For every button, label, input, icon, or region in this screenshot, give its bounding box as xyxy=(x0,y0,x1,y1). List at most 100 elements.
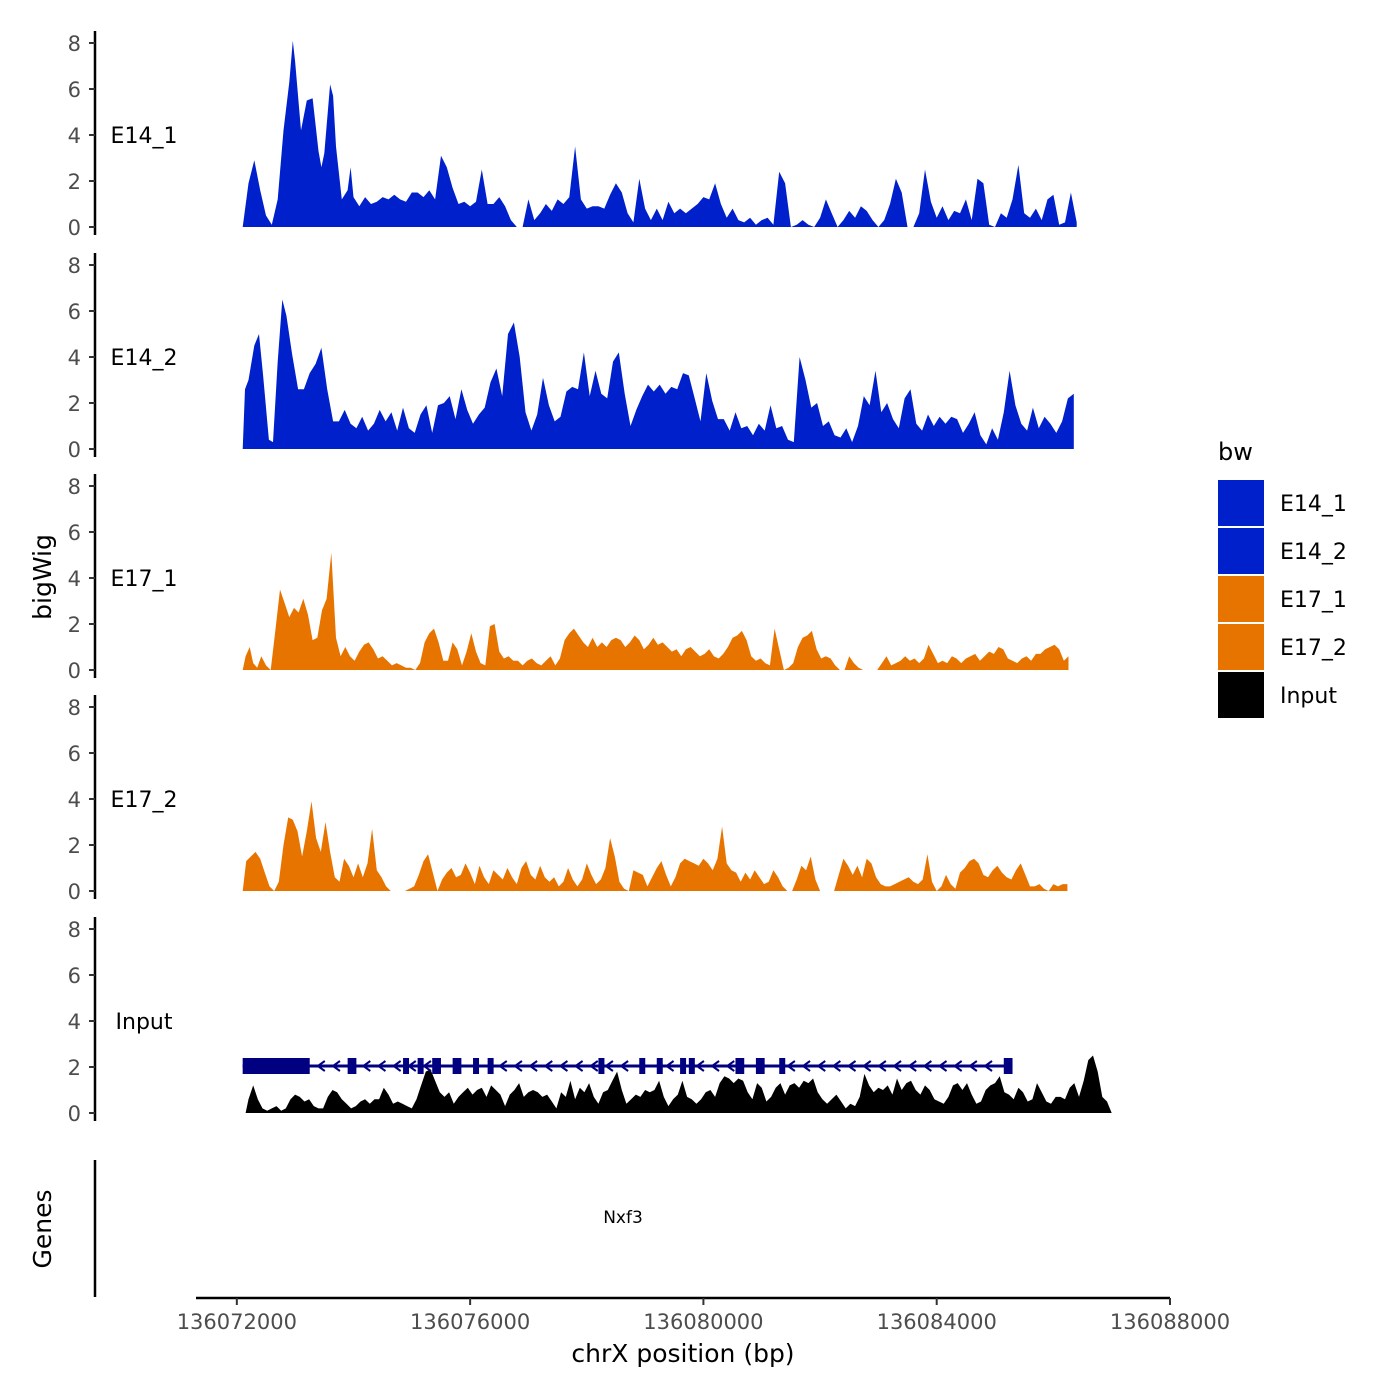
strand-arrow xyxy=(528,1060,538,1072)
strand-arrow xyxy=(725,1060,735,1072)
strand-arrow xyxy=(573,1060,584,1072)
strand-arrow xyxy=(391,1060,402,1072)
x-tick-label: 136088000 xyxy=(1110,1310,1230,1334)
legend-label-Input: Input xyxy=(1280,684,1337,709)
y-tick-label: 6 xyxy=(68,964,81,988)
y-tick-label: 0 xyxy=(68,1102,81,1126)
area-E17_1 xyxy=(242,552,1069,670)
x-axis: 136072000 136076000 136080000 136084000 1360… xyxy=(177,1296,1230,1334)
gene-exon xyxy=(347,1058,357,1074)
strand-arrow xyxy=(513,1060,523,1072)
y-tick-label: 0 xyxy=(68,880,81,904)
y-tick-label: 2 xyxy=(68,834,81,858)
track-E17_2: 0 2 4 6 8 E17_2 xyxy=(68,695,1068,904)
gene-exon xyxy=(242,1058,310,1074)
y-tick-label: 6 xyxy=(68,742,81,766)
y-tick-label: 0 xyxy=(68,659,81,683)
gene-exon xyxy=(735,1058,745,1074)
x-tick-label: 136072000 xyxy=(177,1310,297,1334)
strand-arrow xyxy=(589,1060,599,1072)
gene-exon xyxy=(639,1058,646,1074)
strand-arrow xyxy=(831,1060,841,1072)
gene-exon xyxy=(403,1058,410,1074)
strand-arrow xyxy=(968,1060,978,1072)
track-E17_1: 0 2 4 6 8 E17_1 xyxy=(68,474,1069,683)
track-panels: 0 2 4 6 8 E14_1 0 2 4 6 8 E14_2 0 2 4 6 8 E17_1 0 2 4 6 8 E17_2… xyxy=(68,31,1112,1126)
strand-arrow xyxy=(710,1060,720,1072)
track-label: E14_2 xyxy=(111,346,178,371)
strand-arrow xyxy=(316,1060,326,1072)
y-tick-label: 8 xyxy=(68,32,81,56)
track-label: Input xyxy=(116,1010,173,1035)
gene-exon xyxy=(688,1058,695,1074)
strand-arrow xyxy=(604,1060,614,1072)
legend: bw E14_1 E14_2 E17_1 E17_2 Input xyxy=(1218,438,1347,718)
x-tick-label: 136084000 xyxy=(877,1310,997,1334)
strand-arrow xyxy=(937,1060,948,1072)
strand-arrow xyxy=(816,1060,826,1072)
legend-key-Input xyxy=(1218,672,1264,718)
legend-key-E17_1 xyxy=(1218,576,1264,622)
strand-arrow xyxy=(619,1060,629,1072)
x-tick-label: 136080000 xyxy=(643,1310,763,1334)
y-tick-label: 6 xyxy=(68,300,81,324)
gene-exon xyxy=(656,1058,663,1074)
track-label: E17_2 xyxy=(111,788,178,813)
y-tick-label: 0 xyxy=(68,216,81,240)
track-E14_1: 0 2 4 6 8 E14_1 xyxy=(68,31,1077,240)
strand-arrow xyxy=(543,1060,553,1072)
strand-arrow xyxy=(907,1060,917,1072)
gene-exon xyxy=(487,1058,494,1074)
gene-exon xyxy=(680,1058,687,1074)
y-tick-label: 4 xyxy=(68,788,81,812)
track-Input: 0 2 4 6 8 Input xyxy=(68,917,1112,1126)
y-tick-label: 6 xyxy=(68,521,81,545)
gene-name-label: Nxf3 xyxy=(603,1208,643,1228)
gene-exon xyxy=(755,1058,765,1074)
y-tick-label: 8 xyxy=(68,475,81,499)
genes-panel: Nxf3 xyxy=(93,1058,1013,1297)
y-tick-label: 8 xyxy=(68,918,81,942)
y-tick-label: 4 xyxy=(68,1010,81,1034)
x-tick-label: 136076000 xyxy=(410,1310,530,1334)
strand-arrow xyxy=(983,1060,993,1072)
legend-label-E14_1: E14_1 xyxy=(1280,492,1347,517)
strand-arrow xyxy=(892,1060,902,1072)
y-tick-label: 2 xyxy=(68,170,81,194)
strand-arrow xyxy=(558,1060,569,1072)
y-axis-title: bigWig xyxy=(28,534,57,620)
legend-key-E17_2 xyxy=(1218,624,1264,670)
strand-arrow xyxy=(695,1060,705,1072)
y-tick-label: 8 xyxy=(68,696,81,720)
strand-arrow xyxy=(331,1060,341,1072)
legend-label-E17_1: E17_1 xyxy=(1280,588,1347,613)
y-tick-label: 4 xyxy=(68,567,81,591)
gene-exon xyxy=(452,1058,462,1074)
y-tick-label: 4 xyxy=(68,346,81,370)
strand-arrow xyxy=(846,1060,857,1072)
strand-arrow xyxy=(922,1060,932,1072)
y-tick-label: 0 xyxy=(68,438,81,462)
strand-arrow xyxy=(801,1060,811,1072)
legend-label-E14_2: E14_2 xyxy=(1280,540,1347,565)
y-tick-label: 2 xyxy=(68,392,81,416)
strand-arrow xyxy=(952,1060,963,1072)
gene-exon xyxy=(598,1058,605,1074)
area-E17_2 xyxy=(242,801,1068,891)
track-E14_2: 0 2 4 6 8 E14_2 xyxy=(68,253,1074,462)
legend-key-E14_2 xyxy=(1218,528,1264,574)
gene-exon xyxy=(417,1058,424,1074)
area-Input xyxy=(245,1055,1112,1113)
legend-title: bw xyxy=(1218,438,1253,466)
gene-exon xyxy=(473,1058,480,1074)
gene-exon xyxy=(432,1058,441,1074)
strand-arrow xyxy=(376,1060,387,1072)
track-label: E17_1 xyxy=(111,567,178,592)
area-E14_2 xyxy=(242,299,1074,449)
track-label: E14_1 xyxy=(111,124,178,149)
strand-arrow xyxy=(861,1060,872,1072)
y-tick-label: 2 xyxy=(68,1056,81,1080)
genes-axis-title: Genes xyxy=(28,1189,57,1268)
strand-arrow xyxy=(498,1060,508,1072)
